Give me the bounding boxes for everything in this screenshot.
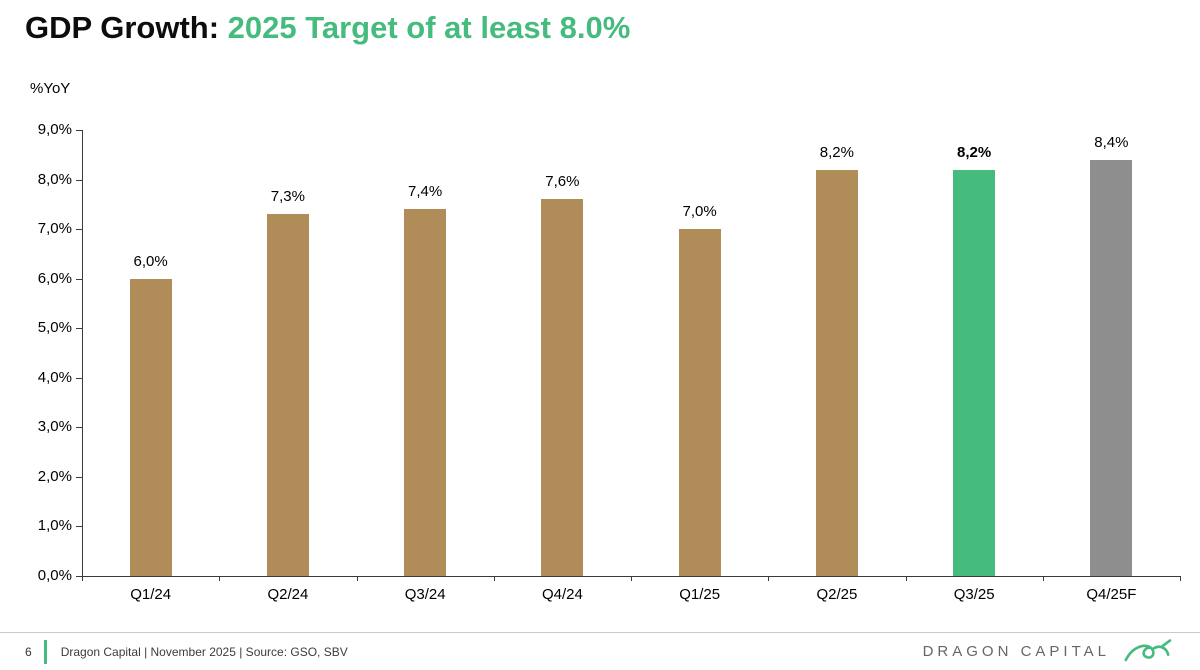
- bar-value-label: 6,0%: [133, 252, 168, 270]
- x-tick-mark: [356, 576, 358, 581]
- y-tick-mark: [76, 576, 82, 577]
- x-category-label: Q4/24: [541, 586, 583, 603]
- x-tick-mark: [768, 576, 770, 581]
- x-tick-mark: [493, 576, 495, 581]
- x-category-label: Q2/25: [816, 586, 858, 603]
- bar-value-label: 7,6%: [545, 173, 580, 191]
- footer: 6 Dragon Capital | November 2025 | Sourc…: [0, 632, 1200, 670]
- bar-Q3/24: [404, 209, 447, 576]
- x-tick-mark: [219, 576, 221, 581]
- bar-value-label: 8,2%: [957, 143, 992, 161]
- y-tick-label: 9,0%: [37, 121, 72, 138]
- footer-caption: Dragon Capital | November 2025 | Source:…: [60, 644, 348, 659]
- x-category-label: Q3/24: [404, 586, 446, 603]
- bar-Q1/24: [129, 278, 172, 576]
- y-axis-unit-label: %YoY: [30, 80, 71, 97]
- y-tick-mark: [76, 526, 82, 528]
- y-tick-label: 3,0%: [37, 418, 72, 436]
- x-category-label: Q1/25: [679, 586, 721, 603]
- bar-Q4/24: [541, 199, 584, 576]
- y-tick-mark: [76, 179, 82, 181]
- x-category-label: Q4/25F: [1086, 586, 1137, 603]
- bar-Q3/25: [953, 169, 996, 576]
- x-tick-mark: [1042, 576, 1044, 581]
- y-tick-mark: [76, 278, 82, 280]
- y-tick-label: 6,0%: [37, 269, 72, 287]
- y-tick-label: 0,0%: [37, 567, 72, 584]
- title-highlight: 2025 Target of at least 8.0%: [227, 10, 631, 45]
- y-tick-mark: [76, 229, 82, 231]
- bar-value-label: 7,0%: [682, 203, 717, 221]
- title-prefix: GDP Growth:: [25, 10, 228, 45]
- y-axis-line: [82, 130, 83, 576]
- footer-green-divider: [43, 639, 47, 664]
- brand-block: DRAGON CAPITAL: [923, 637, 1174, 667]
- x-tick-mark: [631, 576, 632, 581]
- y-tick-mark: [76, 328, 82, 330]
- x-category-label: Q2/24: [267, 586, 309, 603]
- bar-value-label: 7,3%: [270, 188, 305, 206]
- brand-wordmark: DRAGON CAPITAL: [922, 643, 1110, 660]
- y-tick-mark: [76, 427, 82, 429]
- page-title: GDP Growth: 2025 Target of at least 8.0%: [25, 10, 630, 46]
- y-tick-label: 4,0%: [37, 368, 72, 386]
- x-tick-mark: [82, 576, 83, 581]
- x-tick-mark: [905, 576, 907, 581]
- dragon-logo-icon: [1120, 637, 1174, 667]
- y-tick-mark: [76, 377, 82, 379]
- y-tick-label: 2,0%: [37, 467, 72, 485]
- y-tick-label: 5,0%: [37, 319, 72, 337]
- bar-value-label: 8,4%: [1094, 133, 1129, 151]
- x-category-label: Q1/24: [130, 586, 172, 603]
- y-tick-label: 1,0%: [37, 517, 72, 535]
- x-tick-mark: [1180, 576, 1181, 581]
- y-tick-mark: [76, 476, 82, 478]
- page-number: 6: [25, 644, 32, 659]
- y-tick-mark: [76, 130, 82, 131]
- y-tick-label: 8,0%: [37, 170, 72, 188]
- bar-value-label: 7,4%: [408, 183, 443, 201]
- bar-value-label: 8,2%: [819, 143, 854, 161]
- bar-Q2/24: [266, 214, 309, 576]
- x-category-label: Q3/25: [953, 586, 995, 603]
- y-tick-label: 7,0%: [37, 220, 72, 238]
- bar-Q1/25: [678, 229, 721, 576]
- bar-Q2/25: [815, 169, 858, 576]
- bar-Q4/25F: [1090, 159, 1133, 576]
